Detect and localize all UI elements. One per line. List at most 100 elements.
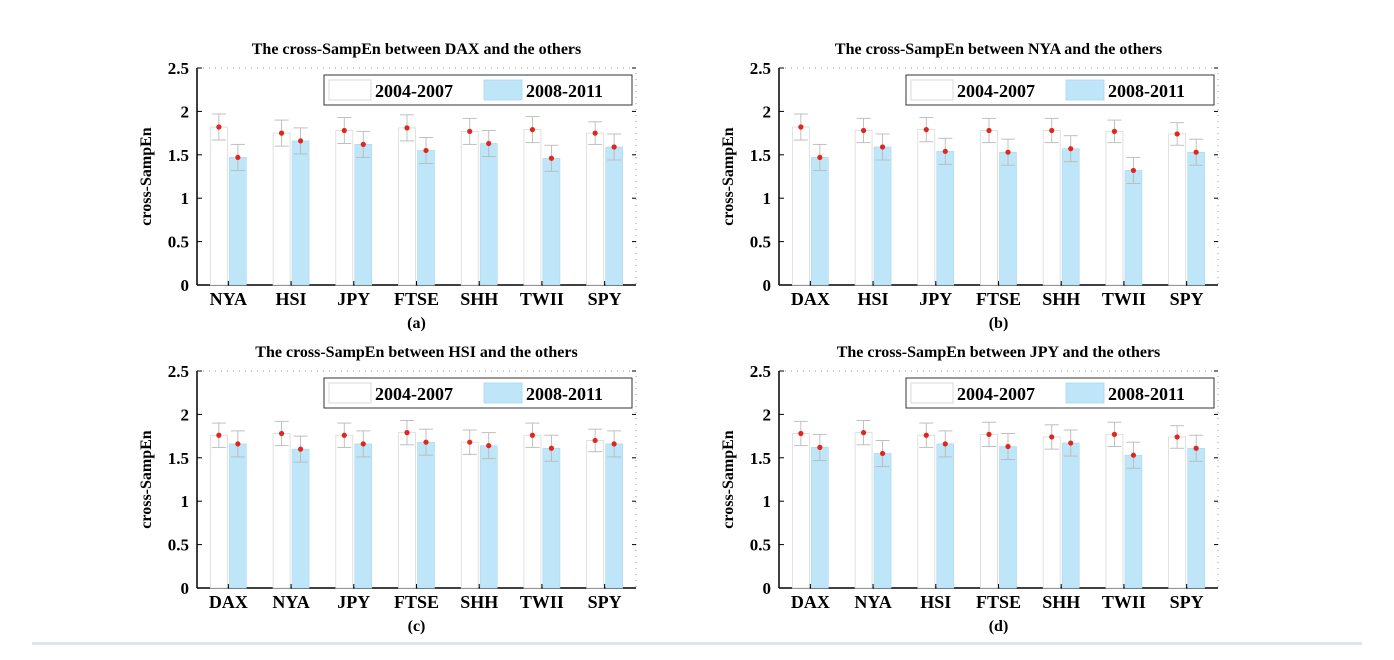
y-tick-label: 0.5 <box>750 536 771 555</box>
bar-2004-2007 <box>460 441 479 589</box>
mean-marker <box>1111 431 1118 437</box>
panel-caption: (d) <box>989 618 1009 635</box>
mean-marker <box>798 124 804 130</box>
mean-marker <box>986 127 992 134</box>
mean-marker <box>879 450 886 457</box>
bar-2004-2007 <box>854 130 873 286</box>
mean-marker <box>817 154 823 161</box>
y-tick-label: 0 <box>763 579 772 598</box>
x-tick-label: SPY <box>1170 592 1204 612</box>
mean-marker <box>1068 440 1074 446</box>
x-tick-label: JPY <box>337 289 370 309</box>
mean-marker <box>235 441 241 447</box>
bar-2008-2011 <box>291 140 310 286</box>
bar-2004-2007 <box>335 434 354 589</box>
x-tick-label: SPY <box>588 289 622 309</box>
bar-2008-2011 <box>1187 447 1205 589</box>
bar-2004-2007 <box>980 433 998 589</box>
bar-2008-2011 <box>291 448 310 589</box>
chart-title: The cross-SampEn between JPY and the oth… <box>837 344 1161 361</box>
mean-marker <box>548 445 555 451</box>
legend-label-2008-2011: 2008-2011 <box>526 384 603 404</box>
mean-marker <box>1111 128 1118 134</box>
bar-2004-2007 <box>398 432 416 589</box>
mean-marker <box>879 144 886 150</box>
mean-marker <box>860 127 867 134</box>
bar-2008-2011 <box>873 453 892 589</box>
x-tick-label: HSI <box>920 592 951 612</box>
mean-marker <box>529 432 536 438</box>
bar-2008-2011 <box>229 157 247 286</box>
y-tick-label: 2.5 <box>168 362 189 381</box>
x-tick-label: SHH <box>460 289 498 309</box>
y-tick-label: 1.5 <box>168 449 189 468</box>
legend-swatch-2008-2011 <box>483 79 523 101</box>
mean-marker <box>297 138 304 144</box>
x-tick-label: SHH <box>1042 289 1080 309</box>
x-tick-label: NYA <box>854 592 891 612</box>
mean-marker <box>341 127 347 134</box>
mean-marker <box>341 432 347 438</box>
x-tick-label: DAX <box>209 592 248 612</box>
y-tick-label: 0 <box>763 276 772 295</box>
legend-swatch-2008-2011 <box>483 382 523 404</box>
x-tick-label: SPY <box>588 592 622 612</box>
mean-marker <box>1005 443 1011 450</box>
y-tick-label: 2.5 <box>168 59 189 78</box>
legend-box <box>323 74 633 106</box>
y-tick-label: 2 <box>763 102 772 121</box>
bar-2004-2007 <box>586 440 605 589</box>
y-tick-label: 1.5 <box>750 146 771 165</box>
mean-marker <box>611 441 617 447</box>
x-tick-label: FTSE <box>976 592 1021 612</box>
mean-marker <box>278 130 285 136</box>
mean-marker <box>486 140 492 147</box>
x-tick-label: HSI <box>858 289 889 309</box>
y-tick-label: 1 <box>181 492 190 511</box>
bar-2008-2011 <box>811 447 829 589</box>
bar-2008-2011 <box>936 151 955 286</box>
mean-marker <box>216 432 222 438</box>
chart-title: The cross-SampEn between HSI and the oth… <box>255 344 577 361</box>
x-tick-label: JPY <box>919 289 952 309</box>
bar-2008-2011 <box>1124 170 1143 286</box>
bar-2008-2011 <box>605 443 623 589</box>
bar-2008-2011 <box>229 443 247 589</box>
bar-2004-2007 <box>523 434 542 589</box>
bar-2004-2007 <box>1042 130 1061 286</box>
x-tick-label: TWII <box>1102 289 1146 309</box>
mean-marker <box>404 430 410 436</box>
bar-2004-2007 <box>917 434 936 589</box>
bar-2004-2007 <box>1042 436 1061 589</box>
x-tick-label: HSI <box>276 289 307 309</box>
y-axis-label: cross-SampEn <box>138 127 155 225</box>
mean-marker <box>423 439 429 445</box>
x-tick-label: SPY <box>1170 289 1204 309</box>
mean-marker <box>942 441 948 447</box>
bar-2004-2007 <box>209 126 228 286</box>
legend-label-2004-2007: 2004-2007 <box>957 81 1035 101</box>
y-axis-label: cross-SampEn <box>720 430 737 528</box>
x-tick-label: TWII <box>520 592 564 612</box>
x-tick-label: NYA <box>210 289 247 309</box>
x-tick-label: FTSE <box>976 289 1021 309</box>
bar-2004-2007 <box>335 130 354 286</box>
bar-2004-2007 <box>586 132 605 286</box>
bar-2008-2011 <box>873 146 892 286</box>
mean-marker <box>923 127 929 133</box>
mean-marker <box>467 439 473 445</box>
mean-marker <box>235 154 241 161</box>
bar-2008-2011 <box>605 146 623 286</box>
bar-2004-2007 <box>1105 433 1124 589</box>
mean-marker <box>592 437 598 444</box>
y-tick-label: 1.5 <box>750 449 771 468</box>
bar-2004-2007 <box>460 130 479 286</box>
y-tick-label: 2.5 <box>750 59 771 78</box>
x-tick-label: DAX <box>791 592 830 612</box>
legend-label-2004-2007: 2004-2007 <box>375 384 453 404</box>
panel-caption: (b) <box>989 315 1009 332</box>
chart-title: The cross-SampEn between NYA and the oth… <box>835 41 1162 58</box>
x-tick-label: DAX <box>791 289 830 309</box>
mean-marker <box>1068 146 1074 152</box>
bar-2008-2011 <box>999 446 1017 589</box>
